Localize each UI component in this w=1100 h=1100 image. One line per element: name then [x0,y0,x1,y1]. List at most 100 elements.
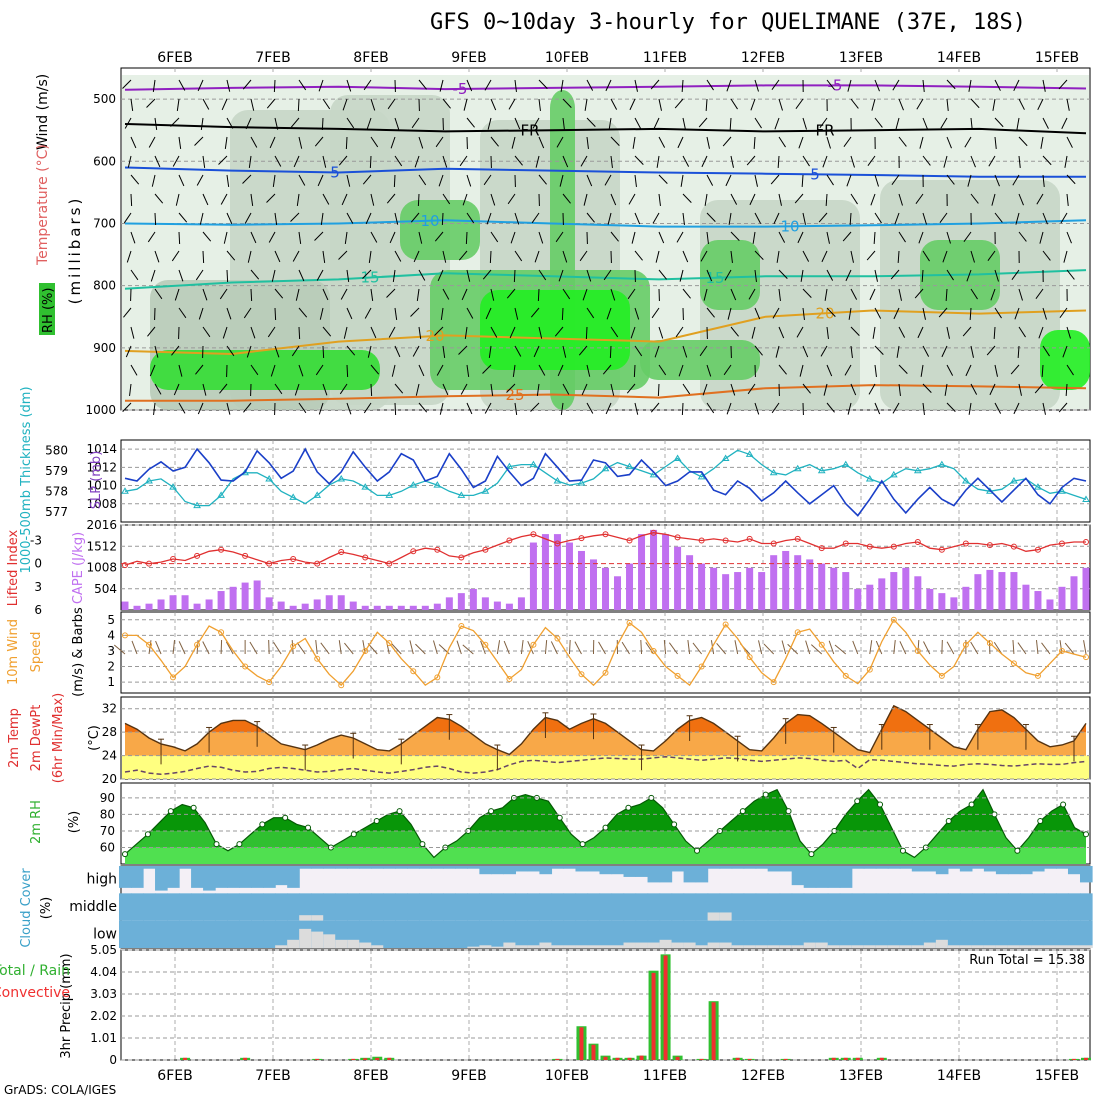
wind-barb [1064,642,1075,655]
wind-barb [583,193,588,206]
cloud-middle-bar [659,893,673,921]
wind-barb [896,345,900,358]
wind-speed-point [482,641,489,648]
li-point [530,531,537,538]
cloud-low-bar [731,920,745,948]
cloud-low-bar [899,920,913,948]
cloud-gap-bar [923,942,937,948]
wind-barb [650,79,660,90]
isotherm-label: 25 [505,386,524,404]
cloud-high-bar [671,866,685,872]
wind-barb [1035,288,1044,300]
rh-point [739,808,746,815]
wind-barb [562,117,565,130]
wind-barb [418,269,426,281]
wind-barb [514,155,523,166]
wind-barb [1011,269,1020,281]
cloud-gap-bar [803,942,817,948]
cloud-high-bar [575,866,589,872]
cloud-low-bar [839,920,853,948]
wind-barb [824,288,828,301]
wind-barb [394,345,401,358]
wind-barb [608,117,612,130]
cape-bar [758,572,766,610]
wind-barb [682,345,688,358]
cloud-high-bar [227,866,240,888]
thickness-point [529,460,538,468]
wind-barb [674,98,684,109]
wind-barb [970,98,980,109]
slp-tick-label: 1008 [86,497,117,511]
wind-barb [194,136,204,146]
wind-barb [509,326,516,339]
wind-barb [1035,640,1039,655]
cloud-high-bar [659,866,673,883]
wind-barb [562,98,572,108]
wind-barb [440,307,444,320]
cloud-low-bar [455,920,468,948]
wind-barb [343,326,348,339]
wind-barb [456,640,462,655]
wind-barb [532,117,540,129]
wind-barb [866,250,876,261]
cloud-high-bar [647,866,661,883]
wind-barb [898,193,903,206]
wind-barb [850,193,858,205]
cloud-high-bar [287,866,300,888]
wind-barb [434,231,444,242]
wind-barb [993,641,1003,655]
thickness-point [457,491,466,498]
cloud-gap-bar [299,915,312,921]
wind-barb [538,231,544,244]
wind-barb [777,155,780,169]
wind-barb [873,231,876,245]
wind-barb [658,364,667,376]
thickness-point [337,474,346,482]
precip-tick-label: 0 [109,1053,117,1067]
pressure-tick-label: 500 [93,92,116,106]
cloud-high-bar [335,866,348,869]
wind-barb [771,402,780,414]
wind-barb [365,212,372,225]
cloud-gap-bar [875,945,889,948]
wind-barb [294,383,300,396]
cloud-middle-bar [683,893,697,921]
cloud-low-bar [467,920,480,948]
wind-barb [826,174,834,186]
date-tick-bottom: 15FEB [1035,1068,1079,1084]
cloud-high-bar [539,866,553,875]
cloud-high-bar [623,866,637,877]
wind-speed-point [602,669,609,676]
wind-barb [701,155,708,168]
wind-barb [1066,193,1069,206]
rh-point [785,808,792,815]
wind-barb [298,79,307,91]
cape-bar [493,601,501,610]
wind-speed-point [1083,654,1089,661]
rh-shading [122,75,1090,410]
wind-barb [386,288,396,298]
wind-barb [1034,383,1044,394]
cloud-middle-bar [899,893,913,921]
cape-axis-label: CAPE (J/kg) [71,532,86,604]
cape-bar [986,569,994,610]
thickness-point [913,466,922,474]
thickness-line [124,449,1087,507]
cloud-low-bar [779,920,793,948]
wind-barb [658,136,666,148]
li-point [170,556,177,562]
temp-tick-label: 20 [102,772,117,786]
wind-barb [943,155,948,168]
cloud-middle-bar [827,893,841,921]
wind-barb [533,345,540,358]
cloud-high-bar [707,866,721,869]
rh-point [854,798,861,805]
wind-barb [152,79,156,92]
wind-barb [700,250,708,262]
cloud-gap-bar [671,942,685,948]
wind-barb [561,307,564,321]
wind-speed-point [362,647,369,654]
wind-barb [126,250,132,263]
cloud-middle-bar [647,893,661,921]
